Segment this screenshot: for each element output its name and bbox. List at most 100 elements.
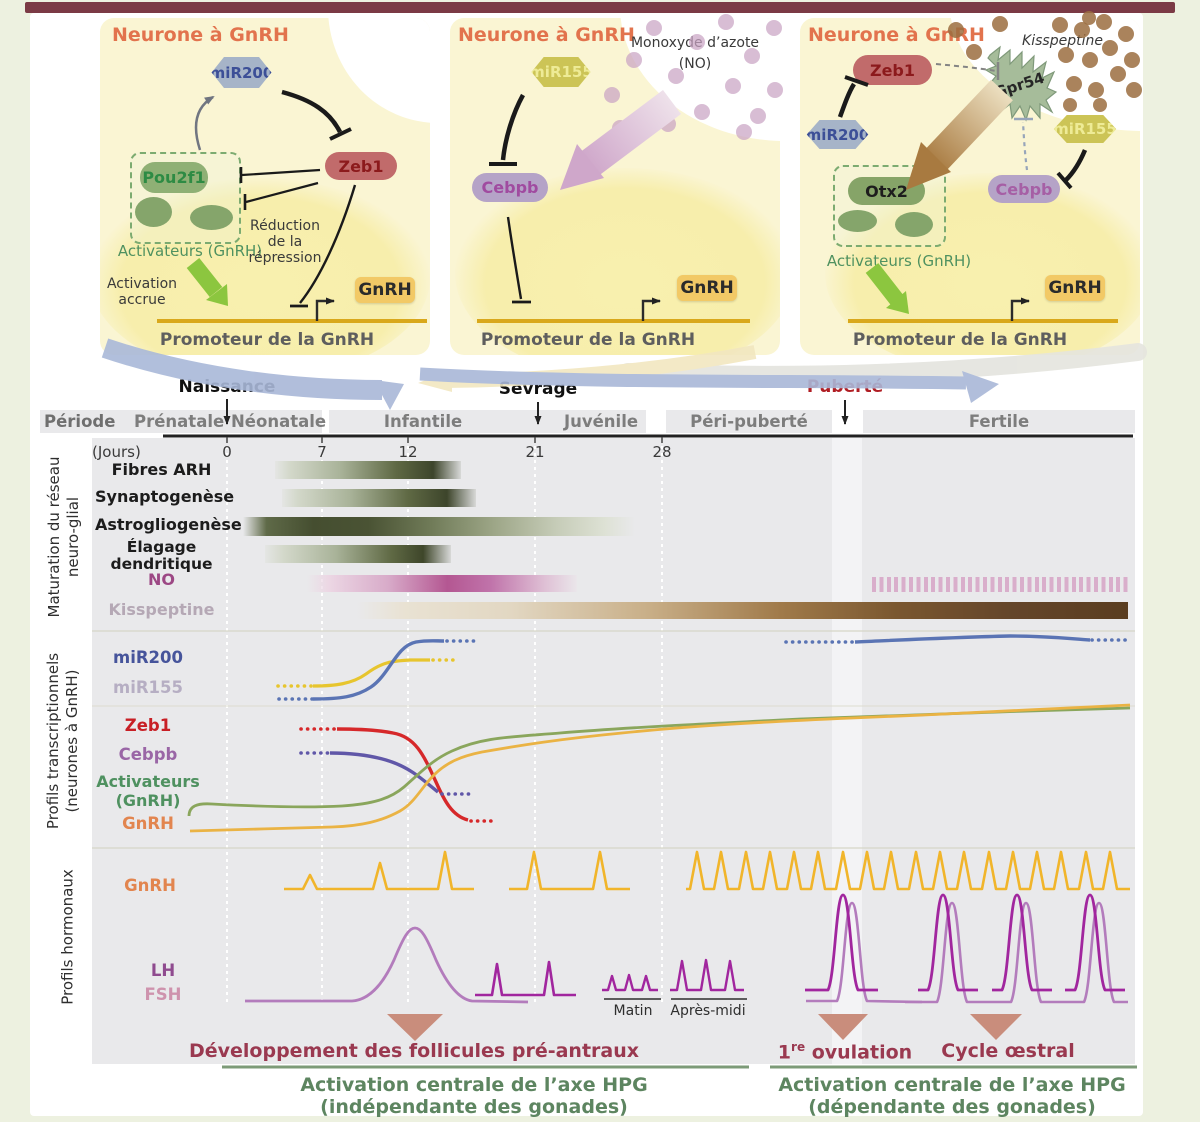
- ovulation-num: 1: [777, 1041, 792, 1064]
- cycle-annotation: Cycle œstral: [941, 1040, 1075, 1062]
- jours-label: (Jours): [92, 443, 141, 461]
- bar-astrogliogenese: [243, 517, 635, 536]
- period-fertile: Fertile: [968, 412, 1030, 431]
- panel3-promoter-label: Promoteur de la GnRH: [852, 330, 1068, 350]
- panel1-reduction-l2: de la: [267, 234, 303, 250]
- panel3-activators-label: Activateurs (GnRH): [826, 252, 972, 270]
- period-peripuberte: Péri-puberté: [690, 412, 808, 431]
- gridline-day28: [661, 446, 663, 1006]
- label-matin: Matin: [613, 1003, 653, 1019]
- label-gnrh-hormone: GnRH: [124, 876, 176, 895]
- period-prenatale: Prénatale: [134, 412, 225, 431]
- label-activateurs-l2: (GnRH): [115, 791, 181, 810]
- panel3-kisspeptine-label: Kisspeptine: [1022, 33, 1103, 49]
- maturation-section-l1: Maturation du réseau: [45, 456, 63, 618]
- panel1-activator-oval-2: [190, 205, 233, 230]
- label-activateurs-l1: Activateurs: [96, 772, 200, 791]
- panel1-pou2f1-node: Pou2f1: [140, 162, 208, 193]
- panel1-title: Neurone à GnRH: [112, 24, 289, 46]
- panel3-cebpb-node: Cebpb: [988, 175, 1060, 203]
- follicules-annotation: Développement des follicules pré-antraux: [188, 1040, 640, 1062]
- label-zeb1: Zeb1: [124, 716, 172, 735]
- panel3-title: Neurone à GnRH: [808, 24, 985, 46]
- panel2-title: Neurone à GnRH: [458, 24, 635, 46]
- label-synaptogenese: Synaptogenèse: [95, 487, 235, 506]
- panel1-activation-l1: Activation: [106, 276, 178, 292]
- puberte-label: Puberté: [806, 377, 884, 397]
- period-band-1: [40, 410, 322, 433]
- bar-kisspeptine: [357, 602, 1128, 619]
- section-label-hormones: Profils hormonaux: [59, 869, 78, 1004]
- label-lh: LH: [150, 961, 176, 980]
- ovulation-sup: re: [791, 1040, 806, 1054]
- label-activateurs: Activateurs (GnRH): [88, 772, 208, 810]
- panel2-no-label-2: (NO): [678, 56, 712, 72]
- panel3-activator-oval-2: [895, 212, 933, 237]
- naissance-label: Naissance: [178, 377, 276, 397]
- label-elagage: Élagage dendritique: [95, 539, 228, 573]
- panel1-zeb1-node: Zeb1: [325, 152, 397, 180]
- bar-fibres-arh: [275, 461, 461, 479]
- panel3-activator-oval-1: [838, 210, 877, 232]
- panel1-activation-l2: accrue: [118, 292, 166, 308]
- panel2-cebpb-node: Cebpb: [472, 173, 548, 202]
- puberty-highlight-band: [832, 438, 862, 1064]
- ovulation-annotation: 1re ovulation: [760, 1040, 930, 1063]
- label-no: NO: [148, 570, 175, 589]
- panel1-reduction-l1: Réduction: [250, 218, 320, 234]
- label-elagage-l2: dendritique: [110, 555, 213, 573]
- transcription-section-l1: Profils transcriptionnels: [44, 652, 62, 830]
- panel3-gnrh-gene-box: GnRH: [1045, 275, 1105, 301]
- label-elagage-l1: Élagage: [126, 538, 197, 556]
- day-0: 0: [222, 443, 232, 461]
- periode-label: Période: [44, 412, 116, 431]
- ovulation-rest: ovulation: [805, 1041, 913, 1064]
- bar-synaptogenese: [282, 489, 476, 507]
- label-fibres-arh: Fibres ARH: [111, 460, 212, 479]
- period-neonatale: Néonatale: [231, 412, 327, 431]
- panel1-promoter-label: Promoteur de la GnRH: [159, 330, 375, 350]
- panel1-activators-label: Activateurs (GnRH): [117, 242, 263, 260]
- label-mir200: miR200: [113, 648, 183, 667]
- label-mir155: miR155: [113, 678, 183, 697]
- panel3-mir200-node: miR200: [806, 120, 869, 149]
- panel3-zeb1-node: Zeb1: [853, 55, 932, 85]
- label-fsh: FSH: [144, 985, 182, 1004]
- panel3-otx2-node: Otx2: [848, 177, 925, 205]
- day-28: 28: [652, 443, 672, 461]
- hpg-left-l1: Activation centrale de l’axe HPG: [300, 1074, 648, 1096]
- section-label-transcription: Profils transcriptionnels (neurones à Gn…: [44, 653, 82, 829]
- panel1-mir200-node: miR200: [211, 57, 272, 88]
- panel2-gnrh-gene-box: GnRH: [677, 275, 737, 301]
- label-apres-midi: Après-midi: [670, 1003, 746, 1019]
- bar-no: [307, 575, 577, 592]
- day-21: 21: [525, 443, 545, 461]
- panel3-mir155-node: miR155: [1053, 115, 1117, 143]
- panel-gnrh-neuron-1: Neurone à GnRH miR200 Zeb1 Pou2f1 Activa…: [100, 18, 430, 355]
- panel1-reduction-l3: répression: [248, 250, 322, 266]
- period-infantile: Infantile: [383, 412, 463, 431]
- hpg-right-l2: (dépendante des gonades): [808, 1096, 1096, 1118]
- period-juvenile: Juvénile: [563, 412, 639, 431]
- day-12: 12: [398, 443, 418, 461]
- bar-no-striped: [872, 577, 1130, 592]
- period-band-2: [329, 410, 646, 433]
- section-label-maturation: Maturation du réseau neuro-glial: [45, 457, 83, 618]
- label-cebpb: Cebpb: [118, 745, 178, 764]
- panel2-no-label-1: Monoxyde d’azote: [630, 35, 760, 51]
- bar-elagage: [265, 545, 451, 563]
- hpg-right-l1: Activation centrale de l’axe HPG: [778, 1074, 1126, 1096]
- label-kisspeptine: Kisspeptine: [108, 600, 215, 619]
- period-band-3: [666, 410, 832, 433]
- sevrage-label: Sevrage: [498, 379, 578, 399]
- panel1-white-corner: [328, 18, 430, 123]
- panel-gnrh-neuron-3: Neurone à GnRH Kisspeptine Zeb1 miR200 m…: [800, 18, 1140, 355]
- maturation-section-l2: neuro-glial: [64, 496, 82, 578]
- label-gnrh-transcription: GnRH: [122, 814, 174, 833]
- journal-top-bar: [25, 2, 1175, 13]
- panel1-activator-oval-1: [135, 197, 172, 227]
- panel2-mir155-node: miR155: [531, 57, 591, 87]
- panel2-promoter-label: Promoteur de la GnRH: [480, 330, 696, 350]
- panel1-gnrh-gene-box: GnRH: [355, 277, 415, 303]
